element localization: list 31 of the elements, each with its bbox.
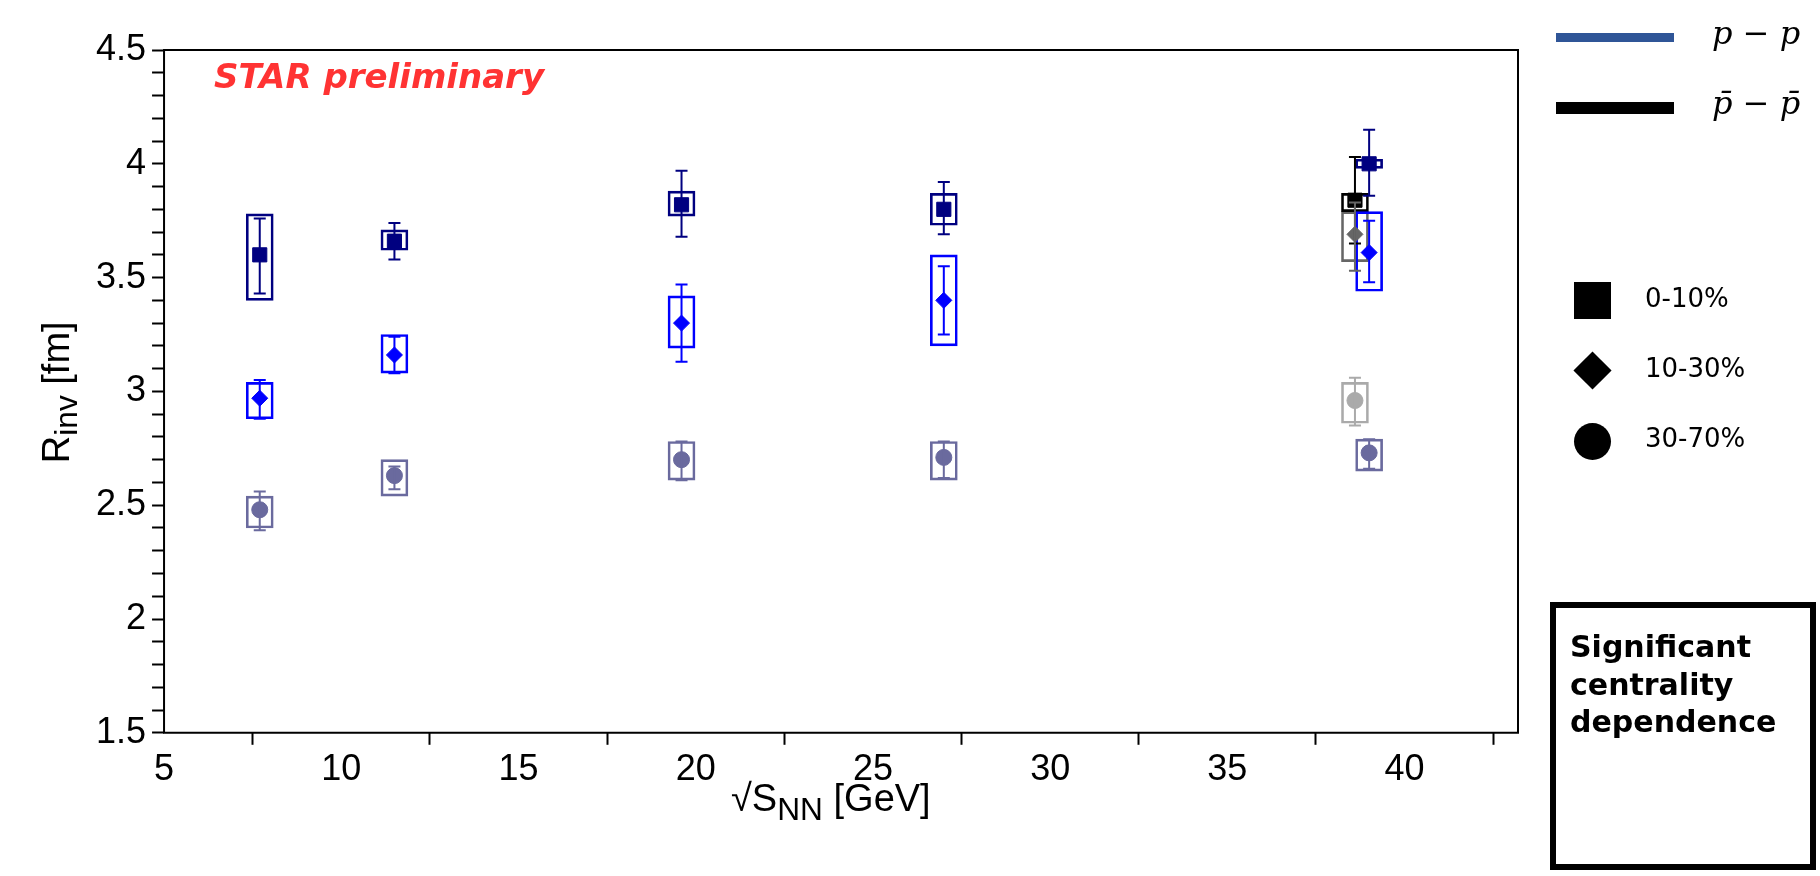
x-tick-label: 10 xyxy=(321,747,362,789)
x-tick-label: 40 xyxy=(1384,747,1425,789)
y-tick-label: 2 xyxy=(126,595,147,637)
x-tick-label: 20 xyxy=(675,747,716,789)
x-tick-label: 15 xyxy=(498,747,539,789)
bar xyxy=(929,254,958,347)
bar xyxy=(245,381,274,420)
y-tick-label: 2.5 xyxy=(96,482,147,524)
bar xyxy=(245,213,274,301)
text: 0-10% xyxy=(1645,283,1729,313)
y-tick-label: 3.5 xyxy=(96,254,147,296)
bar xyxy=(929,441,958,481)
x-tick-label: 30 xyxy=(1030,747,1071,789)
bar xyxy=(380,334,409,374)
bar xyxy=(1341,381,1369,424)
y-tick-label: 3 xyxy=(126,368,147,410)
text: Significant centrality dependence xyxy=(1550,602,1816,870)
text: 30-70% xyxy=(1645,423,1746,453)
text: p − p xyxy=(1712,14,1801,52)
y-tick-label: 4.5 xyxy=(96,26,147,68)
y-tick-label: 4 xyxy=(126,140,147,182)
x-tick-label: 35 xyxy=(1207,747,1248,789)
bar xyxy=(667,441,696,481)
bar xyxy=(245,495,274,529)
annotation: STAR preliminary xyxy=(214,55,546,96)
bar xyxy=(1355,438,1383,472)
bar xyxy=(380,459,409,497)
text: 10-30% xyxy=(1645,353,1746,383)
text: p̄ − p̄ xyxy=(1712,84,1801,122)
x-tick-label: 5 xyxy=(154,747,175,789)
y-tick-label: 1.5 xyxy=(96,709,147,751)
